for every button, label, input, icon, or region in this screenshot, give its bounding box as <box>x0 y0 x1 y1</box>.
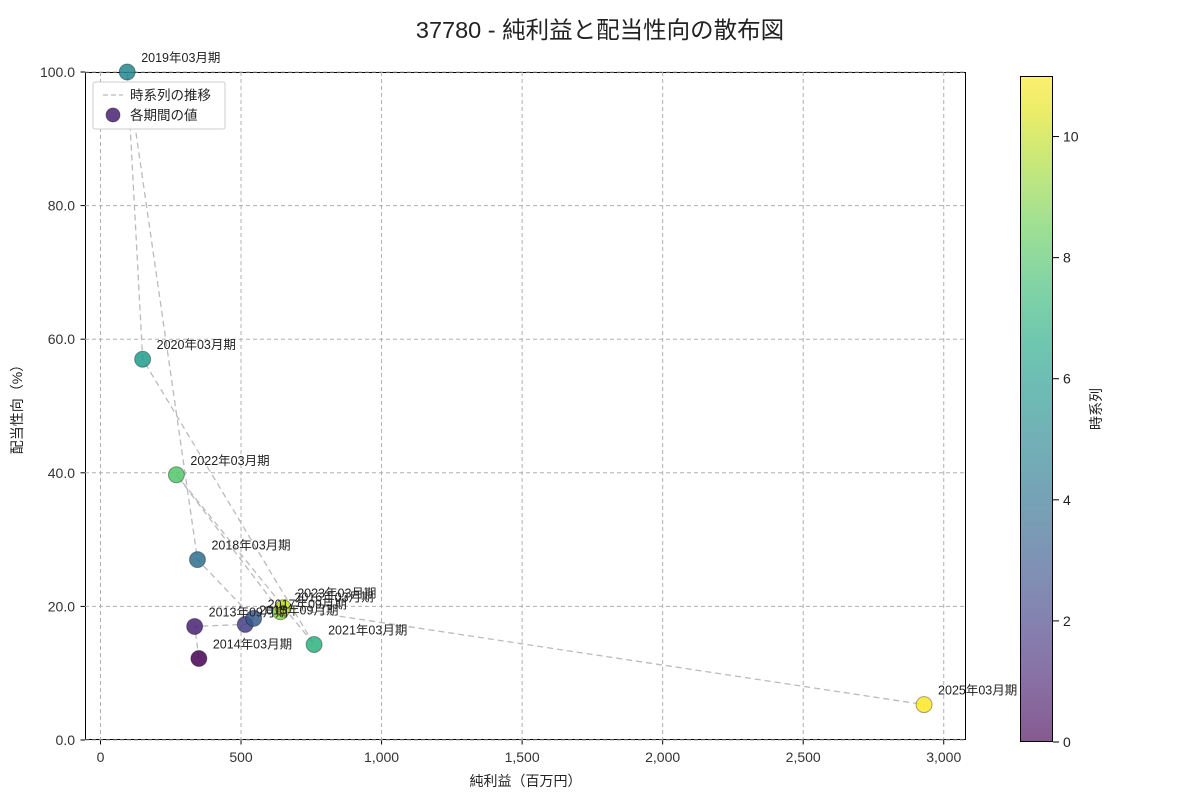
svg-text:2,000: 2,000 <box>645 749 680 765</box>
svg-text:3,000: 3,000 <box>926 749 961 765</box>
svg-text:2: 2 <box>1063 613 1071 629</box>
svg-text:0: 0 <box>1063 734 1071 750</box>
svg-text:2021年03月期: 2021年03月期 <box>328 623 407 637</box>
svg-text:6: 6 <box>1063 371 1071 387</box>
svg-text:1,500: 1,500 <box>505 749 540 765</box>
svg-text:時系列の推移: 時系列の推移 <box>130 88 211 103</box>
svg-text:時系列: 時系列 <box>1088 388 1104 430</box>
svg-text:配当性向（%）: 配当性向（%） <box>9 358 25 454</box>
svg-text:40.0: 40.0 <box>48 465 75 481</box>
svg-text:80.0: 80.0 <box>48 198 75 214</box>
svg-text:2,500: 2,500 <box>786 749 821 765</box>
svg-text:純利益（百万円）: 純利益（百万円） <box>470 773 582 789</box>
svg-text:1,000: 1,000 <box>364 749 399 765</box>
svg-text:20.0: 20.0 <box>48 598 75 614</box>
svg-text:各期間の値: 各期間の値 <box>130 108 198 123</box>
svg-text:0: 0 <box>97 749 105 765</box>
svg-text:2018年03月期: 2018年03月期 <box>211 539 290 553</box>
svg-text:100.0: 100.0 <box>40 64 75 80</box>
svg-text:2022年03月期: 2022年03月期 <box>190 454 269 468</box>
svg-text:2020年03月期: 2020年03月期 <box>157 338 236 352</box>
svg-text:4: 4 <box>1063 492 1071 508</box>
svg-text:2019年03月期: 2019年03月期 <box>141 51 220 65</box>
svg-text:2014年03月期: 2014年03月期 <box>213 638 292 652</box>
svg-text:10: 10 <box>1063 129 1079 145</box>
svg-text:2023年03月期: 2023年03月期 <box>297 587 376 601</box>
svg-text:8: 8 <box>1063 250 1071 266</box>
svg-text:60.0: 60.0 <box>48 331 75 347</box>
svg-text:2025年03月期: 2025年03月期 <box>938 684 1017 698</box>
svg-text:500: 500 <box>229 749 253 765</box>
svg-text:0.0: 0.0 <box>56 732 76 748</box>
